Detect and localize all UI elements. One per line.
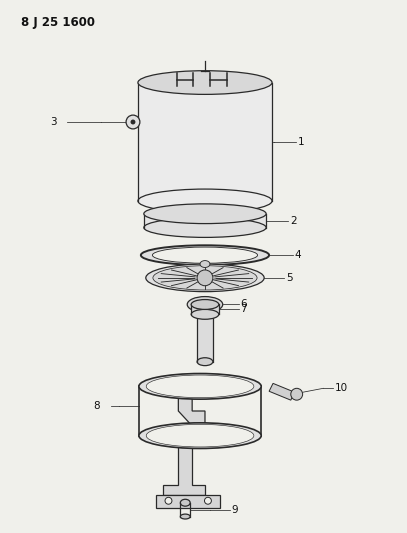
Text: 6: 6: [241, 300, 247, 310]
Ellipse shape: [191, 300, 219, 309]
Circle shape: [131, 119, 136, 125]
Ellipse shape: [180, 499, 190, 506]
Text: 2: 2: [290, 216, 296, 225]
Circle shape: [197, 270, 213, 286]
Ellipse shape: [144, 204, 266, 224]
Ellipse shape: [139, 423, 261, 448]
Ellipse shape: [139, 374, 261, 399]
Ellipse shape: [153, 265, 257, 290]
Ellipse shape: [146, 375, 254, 398]
Ellipse shape: [197, 358, 213, 366]
Polygon shape: [197, 314, 213, 362]
Polygon shape: [191, 304, 219, 314]
Ellipse shape: [196, 301, 214, 309]
Ellipse shape: [200, 261, 210, 268]
Ellipse shape: [141, 245, 269, 265]
Ellipse shape: [187, 296, 223, 312]
Polygon shape: [162, 424, 205, 495]
Ellipse shape: [144, 217, 266, 237]
Ellipse shape: [138, 189, 272, 213]
Circle shape: [165, 497, 172, 504]
Text: 9: 9: [232, 505, 238, 515]
Circle shape: [204, 497, 211, 504]
Ellipse shape: [146, 264, 264, 292]
Circle shape: [291, 389, 303, 400]
Text: 5: 5: [286, 273, 293, 283]
Circle shape: [126, 115, 140, 129]
Text: 10: 10: [335, 383, 348, 393]
Polygon shape: [269, 383, 295, 400]
Text: 8 J 25 1600: 8 J 25 1600: [20, 17, 94, 29]
Ellipse shape: [146, 424, 254, 447]
Ellipse shape: [152, 247, 258, 263]
Polygon shape: [144, 214, 266, 228]
Text: 7: 7: [241, 304, 247, 314]
Polygon shape: [155, 495, 220, 507]
Text: 3: 3: [50, 117, 57, 127]
Text: 4: 4: [295, 250, 301, 260]
Polygon shape: [138, 83, 272, 201]
Polygon shape: [178, 396, 205, 424]
Ellipse shape: [138, 71, 272, 94]
Ellipse shape: [180, 514, 190, 519]
Text: 1: 1: [298, 137, 304, 147]
Ellipse shape: [191, 309, 219, 319]
Text: 8: 8: [93, 401, 99, 411]
